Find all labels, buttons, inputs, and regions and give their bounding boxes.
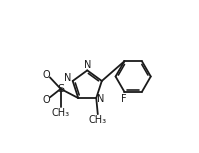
Text: O: O	[43, 95, 50, 105]
Text: O: O	[43, 70, 50, 80]
Text: S: S	[57, 84, 64, 94]
Text: CH₃: CH₃	[89, 115, 107, 125]
Text: N: N	[84, 60, 91, 71]
Text: N: N	[98, 94, 105, 104]
Text: CH₃: CH₃	[52, 108, 70, 118]
Text: F: F	[121, 94, 126, 104]
Text: N: N	[64, 73, 72, 83]
